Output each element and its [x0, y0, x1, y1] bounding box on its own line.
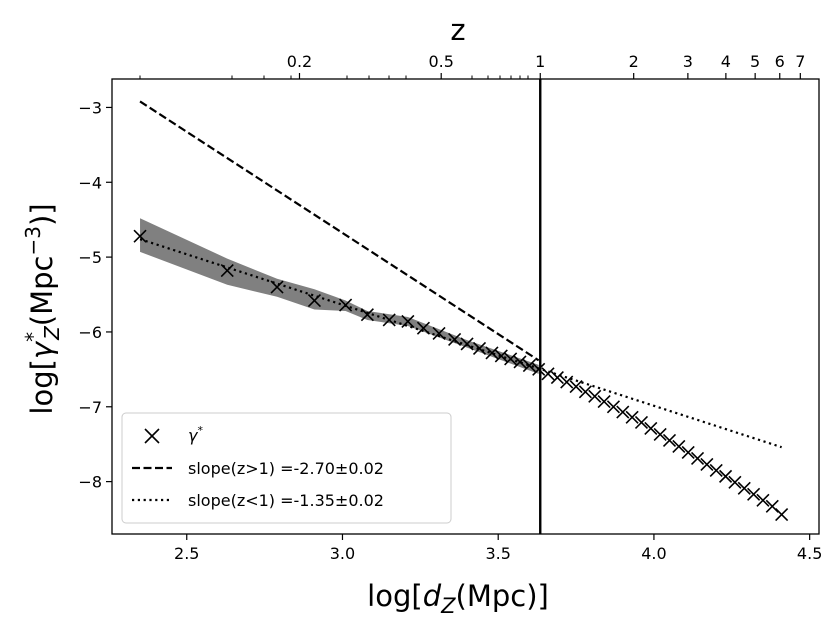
- uncertainty-band-layer: [140, 218, 539, 374]
- data-point: [307, 293, 322, 308]
- data-point: [460, 337, 474, 351]
- data-point: [270, 280, 284, 294]
- x-tick-label: 4.0: [641, 544, 666, 563]
- data-point: [522, 359, 536, 373]
- data-point: [700, 457, 714, 471]
- data-point: [513, 355, 527, 369]
- data-point: [690, 451, 705, 465]
- data-point: [485, 346, 499, 360]
- bottom-x-ticks: 2.5 3.0 3.5 4.0 4.5: [174, 534, 822, 563]
- data-point: [653, 427, 667, 442]
- y-axis-label: log[γ*Z(Mpc−3)]: [21, 203, 64, 414]
- data-point: [401, 314, 415, 329]
- legend-label-slope-high-z: slope(z>1) =-2.70±0.02: [188, 459, 384, 478]
- data-point: [747, 487, 761, 501]
- top-tick-label: 7: [795, 52, 805, 71]
- top-tick-label: 6: [775, 52, 785, 71]
- data-point: [133, 229, 147, 243]
- data-point: [709, 463, 723, 477]
- legend-label-slope-low-z: slope(z<1) =-1.35±0.02: [188, 491, 384, 510]
- x-tick-label: 4.5: [797, 544, 822, 563]
- data-point: [550, 371, 564, 385]
- x-tick-label: 3.0: [330, 544, 355, 563]
- y-tick-label: −4: [78, 173, 102, 192]
- y-ticks: −3 −4 −5 −6 −7 −8: [78, 98, 112, 492]
- y-tick-label: −7: [78, 398, 102, 417]
- y-tick-label: −3: [78, 98, 102, 117]
- x-tick-label: 2.5: [174, 544, 199, 563]
- legend-box: [121, 412, 452, 524]
- y-tick-label: −5: [78, 248, 102, 267]
- fit-lines-layer: [139, 100, 782, 449]
- legend: γ* slope(z>1) =-2.70±0.02 slope(z<1) =-1…: [121, 412, 452, 524]
- data-point: [718, 469, 733, 483]
- data-point: [432, 326, 446, 341]
- data-point: [625, 410, 639, 424]
- top-tick-label: 4: [721, 52, 731, 71]
- plot-frame: [111, 78, 820, 535]
- data-point: [360, 308, 374, 322]
- y-tick-label: −6: [78, 323, 102, 342]
- data-point: [728, 475, 742, 489]
- top-axis-label: z: [450, 13, 465, 47]
- y-tick-label: −8: [78, 473, 102, 492]
- data-point: [494, 349, 508, 363]
- data-point: [606, 400, 621, 414]
- data-point: [339, 298, 353, 312]
- top-z-ticks: 0.2 0.5 1 2 3 4 5 6 7: [139, 52, 805, 79]
- data-point: [220, 264, 234, 278]
- data-point: [775, 507, 789, 522]
- data-point: [382, 313, 396, 327]
- data-point: [504, 352, 518, 366]
- data-point: [616, 405, 630, 419]
- top-tick-label: 1: [535, 52, 545, 71]
- data-point: [597, 394, 611, 409]
- top-tick-label: 3: [683, 52, 693, 71]
- data-point: [681, 445, 695, 459]
- data-point: [737, 481, 751, 495]
- data-point: [569, 380, 583, 394]
- data-point: [578, 385, 592, 399]
- top-tick-label: 0.2: [287, 52, 312, 71]
- top-tick-label: 5: [750, 52, 760, 71]
- fit-line-low-z: [139, 238, 782, 449]
- data-point: [541, 367, 555, 381]
- data-point: [472, 341, 487, 355]
- data-markers-layer: [133, 229, 789, 522]
- data-point: [672, 439, 686, 454]
- data-point: [448, 332, 462, 346]
- data-point: [662, 433, 677, 448]
- fit-line-high-z: [139, 100, 540, 362]
- uncertainty-band: [140, 218, 539, 374]
- data-point: [560, 375, 574, 389]
- x-tick-label: 3.5: [485, 544, 510, 563]
- legend-marker-x: [144, 428, 160, 444]
- data-point: [532, 362, 546, 376]
- top-tick-label: 2: [629, 52, 639, 71]
- data-point: [644, 421, 658, 436]
- data-point: [756, 493, 770, 507]
- data-point: [416, 321, 431, 335]
- top-tick-label: 0.5: [428, 52, 453, 71]
- x-axis-label: log[dZ(Mpc)]: [367, 579, 549, 618]
- data-point: [634, 415, 649, 430]
- data-point: [588, 389, 602, 403]
